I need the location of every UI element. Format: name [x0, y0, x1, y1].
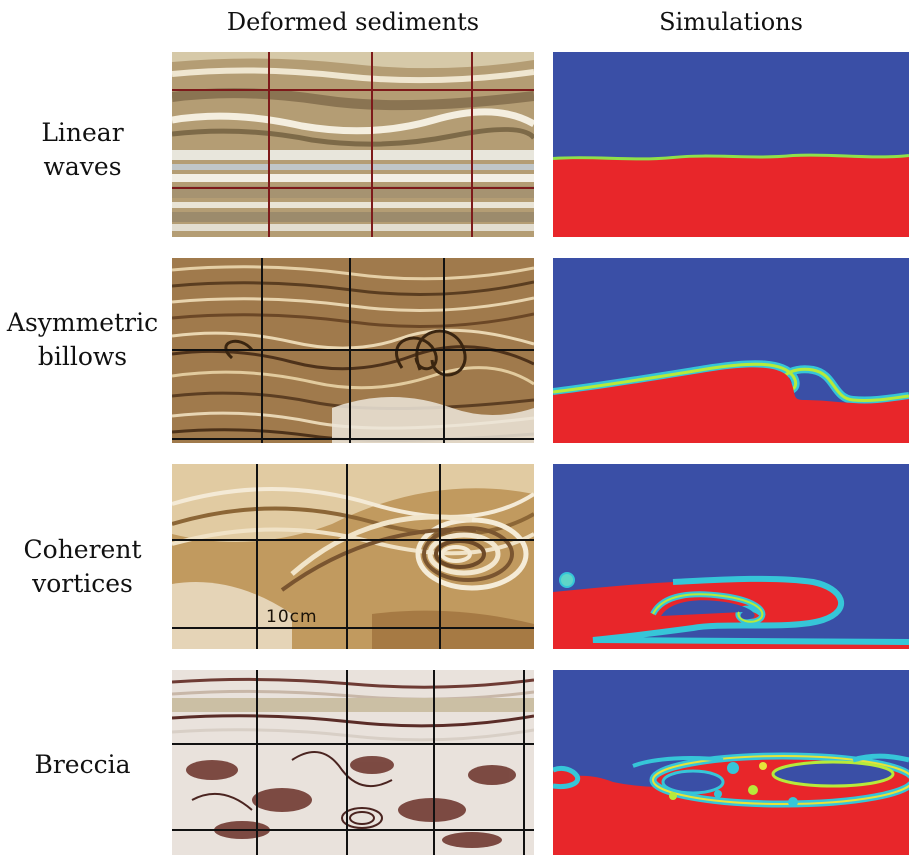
simulation-breccia — [553, 670, 909, 855]
row-label-line: Coherent — [23, 535, 142, 564]
row-label-coherent-vortices: Coherent vortices — [0, 533, 165, 601]
row-label-line: waves — [43, 152, 122, 181]
simulation-linear-waves — [553, 52, 909, 237]
photo-asymmetric-billows — [172, 258, 534, 443]
row-label-line: Linear — [41, 118, 124, 147]
photo-breccia — [172, 670, 534, 855]
row-label-line: vortices — [32, 569, 133, 598]
scale-bar-label: 10cm — [266, 607, 318, 627]
simulation-asymmetric-billows — [553, 258, 909, 443]
photo-coherent-vortices — [172, 464, 534, 649]
row-label-line: Asymmetric — [6, 308, 159, 337]
column-header-deformed-sediments: Deformed sediments — [226, 8, 480, 36]
row-label-linear-waves: Linear waves — [0, 116, 165, 184]
column-header-simulations: Simulations — [659, 8, 803, 36]
row-label-asymmetric-billows: Asymmetric billows — [0, 306, 165, 374]
photo-linear-waves — [172, 52, 534, 237]
row-label-line: billows — [37, 342, 128, 371]
row-label-breccia: Breccia — [0, 748, 165, 782]
row-label-line: Breccia — [34, 750, 131, 779]
simulation-coherent-vortices — [553, 464, 909, 649]
